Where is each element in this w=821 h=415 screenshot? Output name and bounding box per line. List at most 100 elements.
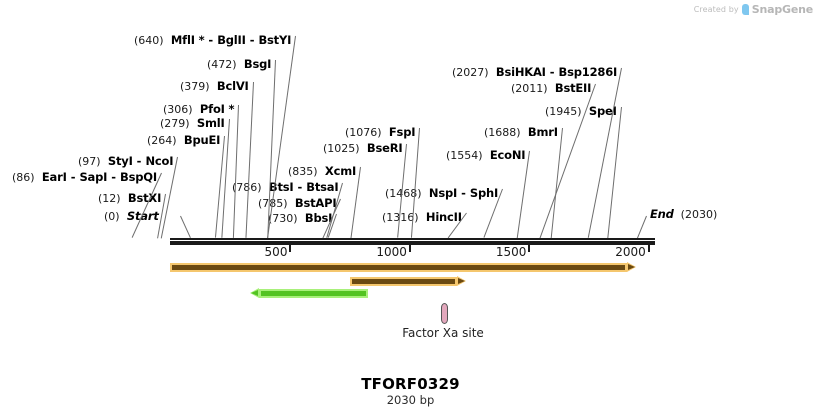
enzyme-label-bpuei[interactable]: (264) BpuEI	[147, 133, 221, 148]
ruler-bottom-bar	[170, 241, 655, 245]
enzyme-name: BstXI	[127, 191, 162, 205]
factor-xa-site-label: Factor Xa site	[402, 326, 484, 340]
enzyme-position: (640)	[134, 34, 164, 47]
enzyme-position: (1945)	[545, 105, 582, 118]
enzyme-name: Start	[126, 209, 159, 223]
orange-feature-2[interactable]	[350, 276, 466, 286]
enzyme-name: NcoI	[145, 154, 174, 168]
enzyme-name-separator: -	[545, 65, 559, 79]
enzyme-label-pfoi[interactable]: (306) PfoI *	[163, 102, 235, 117]
enzyme-position: (279)	[160, 117, 190, 130]
enzyme-label-start[interactable]: (0) Start	[104, 209, 159, 224]
factor-xa-site-marker[interactable]	[441, 303, 448, 324]
enzyme-label-spei[interactable]: (1945) SpeI	[545, 104, 617, 119]
leader-line	[214, 135, 225, 239]
enzyme-label-end[interactable]: End (2030)	[650, 207, 717, 222]
enzyme-name-separator: -	[204, 33, 218, 47]
ruler-tick	[528, 245, 531, 252]
snapgene-logo-icon	[741, 4, 749, 15]
ruler-tick	[647, 245, 650, 252]
enzyme-label-bmri[interactable]: (1688) BmrI	[484, 125, 558, 140]
enzyme-name: MflI *	[170, 33, 205, 47]
enzyme-label-smli[interactable]: (279) SmlI	[160, 117, 225, 131]
enzyme-name: HincII	[425, 210, 462, 224]
feature-arrowhead-fill	[628, 264, 635, 270]
feature-body	[259, 289, 368, 298]
start-leader-line	[180, 215, 191, 239]
enzyme-name: Bsp1286I	[558, 65, 618, 79]
feature-arrowhead-fill	[458, 278, 465, 284]
snapgene-brand-label: SnapGene	[751, 3, 813, 16]
leader-line	[516, 150, 530, 239]
enzyme-name: BspQI	[120, 170, 157, 184]
enzyme-name-separator: -	[107, 170, 121, 184]
enzyme-label-fspi[interactable]: (1076) FspI	[345, 125, 416, 140]
enzyme-position: (0)	[104, 210, 120, 223]
enzyme-label-eari[interactable]: (86) EarI - SapI - BspQI	[12, 170, 157, 185]
enzyme-name: BstYI	[258, 33, 292, 47]
enzyme-label-bbsi[interactable]: (730) BbsI	[268, 211, 333, 226]
enzyme-label-econi[interactable]: (1554) EcoNI	[446, 148, 526, 163]
enzyme-position: (264)	[147, 134, 177, 147]
enzyme-label-mfli[interactable]: (640) MflI * - BglII - BstYI	[134, 33, 292, 48]
ruler-tick	[408, 245, 411, 252]
page-title: TFORF0329	[361, 375, 460, 393]
enzyme-name: BseRI	[366, 141, 403, 155]
enzyme-label-hincii[interactable]: (1316) HincII	[382, 210, 462, 225]
enzyme-name-separator: -	[293, 180, 307, 194]
enzyme-name: BsiHKAI	[495, 65, 546, 79]
feature-arrowhead-fill	[251, 290, 258, 296]
enzyme-name: BbsI	[304, 211, 333, 225]
enzyme-name: BclVI	[216, 79, 249, 93]
leader-line	[221, 118, 230, 239]
enzyme-name: StyI	[107, 154, 133, 168]
enzyme-name: End	[650, 207, 674, 221]
enzyme-label-bseri[interactable]: (1025) BseRI	[323, 141, 403, 156]
feature-body	[170, 263, 627, 272]
enzyme-label-bclvi[interactable]: (379) BclVI	[180, 79, 249, 94]
enzyme-label-styi[interactable]: (97) StyI - NcoI	[78, 154, 174, 169]
enzyme-position: (379)	[180, 80, 210, 93]
enzyme-position: (306)	[163, 103, 193, 116]
enzyme-name-separator: -	[245, 33, 259, 47]
leader-line	[550, 127, 563, 239]
green-feature-1[interactable]	[250, 288, 368, 298]
enzyme-label-bsgi[interactable]: (472) BsgI	[207, 58, 271, 72]
enzyme-name: BstAPI	[294, 196, 337, 210]
enzyme-position: (1076)	[345, 126, 382, 139]
enzyme-label-nspi[interactable]: (1468) NspI - SphI	[385, 186, 499, 201]
enzyme-name: XcmI	[324, 164, 357, 178]
enzyme-position: (472)	[207, 58, 237, 71]
enzyme-name: SapI	[79, 170, 108, 184]
enzyme-position: (1688)	[484, 126, 521, 139]
orange-feature-1[interactable]	[170, 262, 636, 272]
enzyme-position: (835)	[288, 165, 318, 178]
enzyme-name: BstEII	[554, 81, 592, 95]
enzyme-name: BglII	[217, 33, 246, 47]
feature-body	[350, 277, 457, 286]
ruler-tick-label: 500	[264, 245, 288, 259]
ruler-tick-label: 1500	[495, 245, 527, 259]
enzyme-name: NspI	[428, 186, 458, 200]
enzyme-name: SphI	[469, 186, 499, 200]
enzyme-label-xcmi[interactable]: (835) XcmI	[288, 164, 357, 179]
end-leader-line	[637, 215, 647, 239]
enzyme-label-bsteii[interactable]: (2011) BstEII	[511, 81, 592, 96]
enzyme-label-bstxi[interactable]: (12) BstXI	[98, 191, 162, 206]
leader-line	[245, 81, 254, 239]
enzyme-position: (1554)	[446, 149, 483, 162]
snapgene-credit: Created by SnapGene	[694, 3, 813, 16]
enzyme-label-bsihkai[interactable]: (2027) BsiHKAI - Bsp1286I	[452, 65, 618, 80]
enzyme-name-separator: -	[66, 170, 80, 184]
enzyme-name: EcoNI	[489, 148, 526, 162]
enzyme-name: SpeI	[588, 104, 617, 118]
enzyme-name: BpuEI	[183, 133, 221, 147]
enzyme-name: PfoI *	[199, 102, 235, 116]
enzyme-position: (1025)	[323, 142, 360, 155]
enzyme-position: (786)	[232, 181, 262, 194]
enzyme-name: BtsaI	[306, 180, 339, 194]
enzyme-name: FspI	[388, 125, 416, 139]
enzyme-position: (730)	[268, 212, 298, 225]
enzyme-name: BmrI	[527, 125, 558, 139]
